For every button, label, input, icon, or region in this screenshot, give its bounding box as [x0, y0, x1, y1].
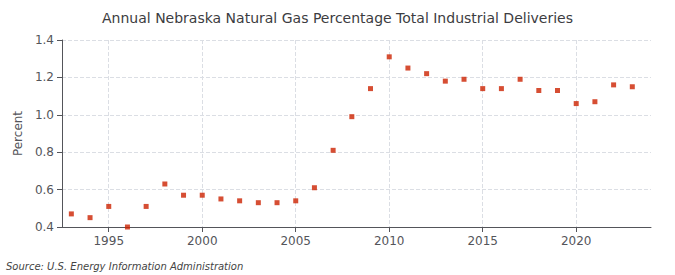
svg-text:1.4: 1.4	[35, 33, 54, 47]
svg-text:0.6: 0.6	[35, 183, 54, 197]
svg-text:2000: 2000	[187, 234, 218, 248]
svg-text:2005: 2005	[280, 234, 311, 248]
svg-text:Annual Nebraska Natural Gas Pe: Annual Nebraska Natural Gas Percentage T…	[102, 10, 573, 26]
svg-text:2020: 2020	[561, 234, 592, 248]
svg-text:1.2: 1.2	[35, 70, 54, 84]
svg-text:1995: 1995	[93, 234, 124, 248]
svg-text:2015: 2015	[467, 234, 498, 248]
svg-text:Source: U.S. Energy Informatio: Source: U.S. Energy Information Administ…	[6, 261, 243, 272]
svg-text:0.8: 0.8	[35, 145, 54, 159]
svg-text:Percent: Percent	[11, 111, 25, 156]
svg-text:1.0: 1.0	[35, 108, 54, 122]
svg-text:2010: 2010	[374, 234, 405, 248]
svg-text:0.4: 0.4	[35, 220, 54, 234]
